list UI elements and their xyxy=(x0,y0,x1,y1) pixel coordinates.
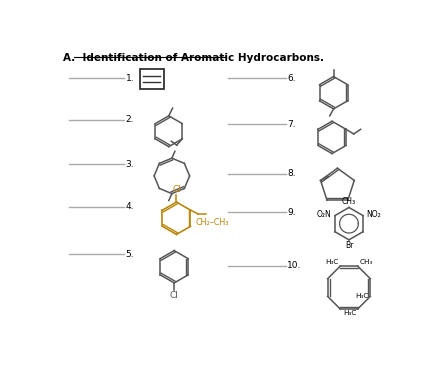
Text: NO₂: NO₂ xyxy=(367,210,381,219)
Text: 1.: 1. xyxy=(126,74,134,82)
Text: 3.: 3. xyxy=(126,160,134,169)
Text: 4.: 4. xyxy=(126,202,134,211)
Text: Cl: Cl xyxy=(172,185,181,194)
Bar xyxy=(139,69,164,89)
Text: CH₃: CH₃ xyxy=(360,259,374,265)
Text: O₂N: O₂N xyxy=(316,210,331,219)
Text: A.  Identification of Aromatic Hydrocarbons.: A. Identification of Aromatic Hydrocarbo… xyxy=(62,53,323,63)
Text: 5.: 5. xyxy=(126,250,134,259)
Text: 7.: 7. xyxy=(287,120,296,129)
Text: H₃C: H₃C xyxy=(343,310,356,316)
Text: Br: Br xyxy=(345,242,353,250)
Text: 10.: 10. xyxy=(287,261,302,270)
Text: CH₂–CH₃: CH₂–CH₃ xyxy=(195,218,229,227)
Text: Cl: Cl xyxy=(170,291,178,300)
Text: 8.: 8. xyxy=(287,169,296,178)
Text: 2.: 2. xyxy=(126,115,134,124)
Text: 9.: 9. xyxy=(287,208,296,217)
Text: H₃C: H₃C xyxy=(325,259,338,265)
Text: H₃C: H₃C xyxy=(355,292,369,298)
Text: 6.: 6. xyxy=(287,74,296,82)
Text: CH₃: CH₃ xyxy=(342,197,356,206)
